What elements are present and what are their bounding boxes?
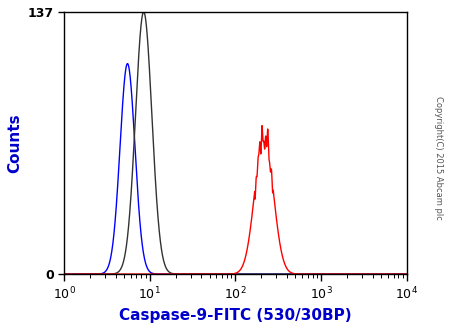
Text: Copyright(C) 2015 Abcam plc: Copyright(C) 2015 Abcam plc (434, 96, 443, 220)
X-axis label: Caspase-9-FITC (530/30BP): Caspase-9-FITC (530/30BP) (119, 308, 352, 323)
Y-axis label: Counts: Counts (7, 113, 22, 173)
